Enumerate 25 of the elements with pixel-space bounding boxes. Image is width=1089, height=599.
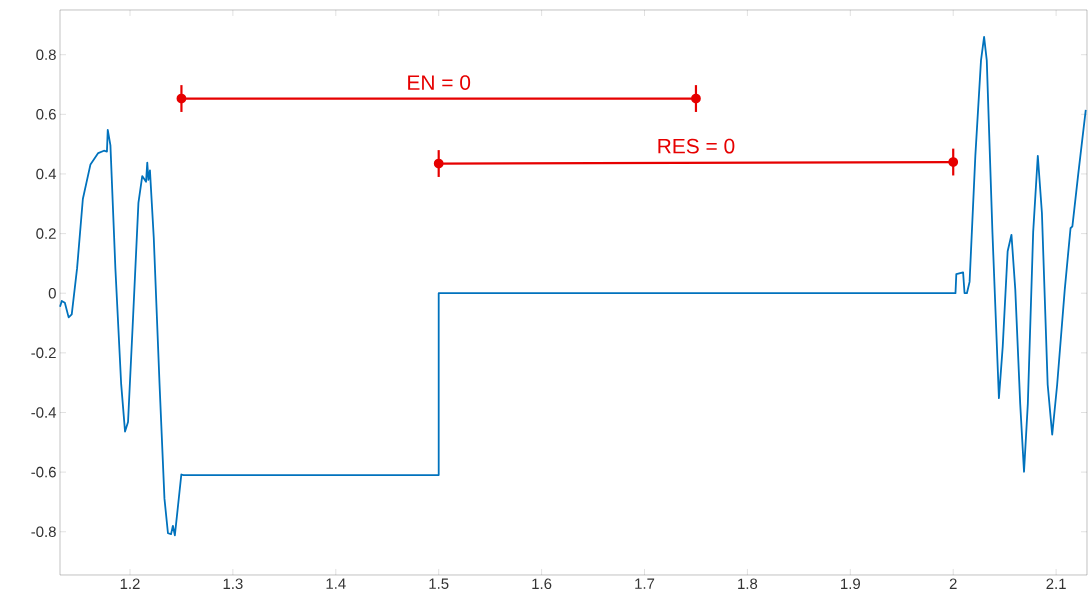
y-tick-label: -0.2 <box>31 347 56 359</box>
x-tick-label: 1.5 <box>429 578 449 589</box>
y-tick-label: 0 <box>48 287 56 299</box>
x-tick-label: 1.6 <box>532 578 552 590</box>
x-tick-label: 1.4 <box>326 578 346 589</box>
x-tick-label: 1.7 <box>635 578 655 589</box>
point <box>948 157 959 167</box>
x-tick-label: 1.3 <box>223 578 243 590</box>
x-tick-label: 1.9 <box>841 578 860 590</box>
y-tick-label: -0.4 <box>31 407 57 418</box>
y-tick-label: 0.8 <box>36 49 56 60</box>
x-tick-label: 2 <box>949 578 957 589</box>
x-tick-label: 1.2 <box>120 578 140 589</box>
y-tick-label: 0.6 <box>36 109 56 120</box>
y-tick-label: -0.8 <box>31 526 56 538</box>
series-label: RES = 0 <box>658 138 735 154</box>
x-tick-label: 2.1 <box>1046 578 1066 589</box>
x-tick-label: 1.8 <box>738 578 758 590</box>
point <box>176 93 187 104</box>
point <box>691 93 701 104</box>
y-tick-label: 0.2 <box>36 228 56 239</box>
point <box>433 158 444 169</box>
series-label: EN = 0 <box>408 75 471 91</box>
y-tick-label: 0.4 <box>36 168 57 180</box>
y-tick-label: -0.6 <box>31 466 56 478</box>
